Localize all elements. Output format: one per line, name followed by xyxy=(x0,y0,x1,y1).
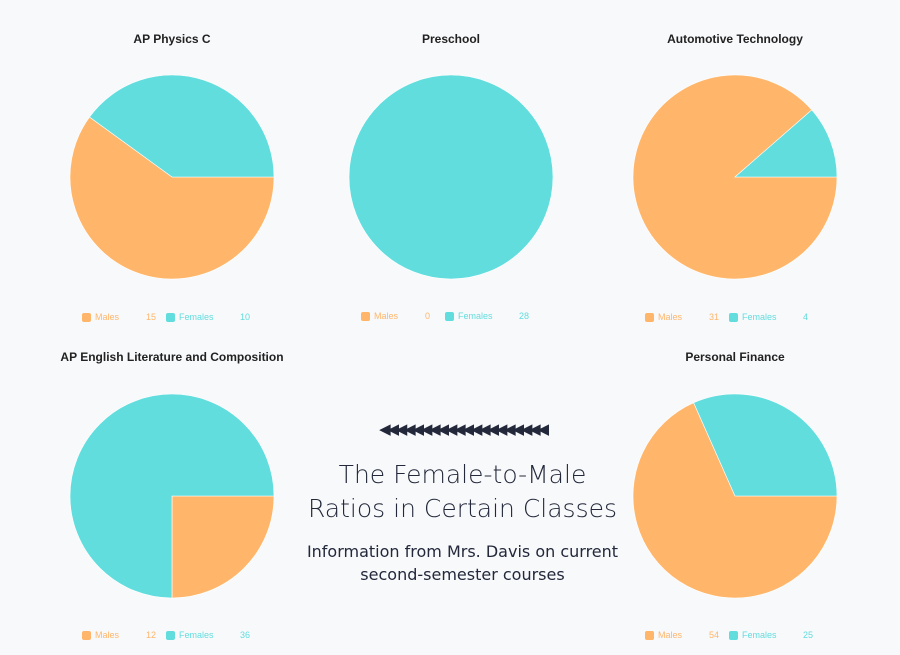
chart-legend: Males 54 Females 25 xyxy=(645,629,865,643)
legend-value-females: 28 xyxy=(519,311,530,321)
legend-swatch-females xyxy=(445,312,454,321)
legend-value-males: 15 xyxy=(146,312,157,322)
legend-label-males: Males xyxy=(658,630,683,640)
legend-label-males: Males xyxy=(95,630,120,640)
legend-label-males: Males xyxy=(374,311,399,321)
pie-chart-ap-english-literature-and-composition xyxy=(69,393,275,599)
chart-legend: Males 0 Females 28 xyxy=(361,310,581,324)
legend-swatch-males xyxy=(82,631,91,640)
legend-swatch-females xyxy=(729,631,738,640)
legend-label-females: Females xyxy=(179,630,214,640)
pie-slice-females xyxy=(734,109,838,178)
chart-legend: Males 15 Females 10 xyxy=(82,311,302,325)
legend-value-males: 54 xyxy=(709,630,720,640)
pie-slice-males xyxy=(69,116,275,280)
legend-label-females: Females xyxy=(458,311,493,321)
pie-chart-preschool xyxy=(348,74,554,280)
legend-value-females: 4 xyxy=(803,312,809,322)
pie-chart-personal-finance xyxy=(632,393,838,599)
chart-title-automotive-technology: Automotive Technology xyxy=(667,32,803,46)
legend-swatch-males xyxy=(645,313,654,322)
pie-slice-females xyxy=(69,393,275,599)
pie-slice-females xyxy=(89,74,275,178)
pie-slice-males xyxy=(171,495,275,599)
pie-slice-females xyxy=(693,393,838,497)
chart-title-personal-finance: Personal Finance xyxy=(685,350,785,364)
legend-value-females: 25 xyxy=(803,630,814,640)
chart-title-preschool: Preschool xyxy=(421,32,481,46)
legend-value-females: 10 xyxy=(240,312,251,322)
subtitle-line-1: Information from Mrs. Davis on current xyxy=(306,542,619,561)
legend-label-females: Females xyxy=(742,312,777,322)
legend-label-females: Females xyxy=(179,312,214,322)
legend-label-males: Males xyxy=(95,312,120,322)
legend-value-males: 31 xyxy=(709,312,720,322)
infographic-caption: ◀◀◀◀◀◀◀◀◀◀◀◀◀◀◀◀◀◀◀◀ The Female-to-Male … xyxy=(290,420,635,586)
infographic-headline: The Female-to-Male Ratios in Certain Cla… xyxy=(290,458,635,526)
chart-title-ap-physics-c: AP Physics C xyxy=(133,32,211,46)
subtitle-line-2: second-semester courses xyxy=(360,565,565,584)
legend-label-females: Females xyxy=(742,630,777,640)
chevron-divider-icon: ◀◀◀◀◀◀◀◀◀◀◀◀◀◀◀◀◀◀◀◀ xyxy=(379,420,549,438)
headline-line-2: Ratios in Certain Classes xyxy=(307,494,618,523)
chart-title-ap-english-literature-and-composition: AP English Literature and Composition xyxy=(60,350,284,364)
pie-chart-automotive-technology xyxy=(632,74,838,280)
pie-slice-females xyxy=(348,74,554,280)
legend-value-females: 36 xyxy=(240,630,251,640)
legend-value-males: 12 xyxy=(146,630,157,640)
chart-legend: Males 12 Females 36 xyxy=(82,629,302,643)
legend-swatch-females xyxy=(166,313,175,322)
legend-swatch-females xyxy=(729,313,738,322)
legend-swatch-males xyxy=(645,631,654,640)
pie-slice-males xyxy=(632,402,838,599)
legend-swatch-males xyxy=(82,313,91,322)
headline-line-1: The Female-to-Male xyxy=(338,460,587,489)
chart-legend: Males 31 Females 4 xyxy=(645,311,865,325)
pie-chart-ap-physics-c xyxy=(69,74,275,280)
legend-label-males: Males xyxy=(658,312,683,322)
infographic-subtitle: Information from Mrs. Davis on current s… xyxy=(290,540,635,586)
legend-value-males: 0 xyxy=(425,311,431,321)
legend-swatch-females xyxy=(166,631,175,640)
legend-swatch-males xyxy=(361,312,370,321)
